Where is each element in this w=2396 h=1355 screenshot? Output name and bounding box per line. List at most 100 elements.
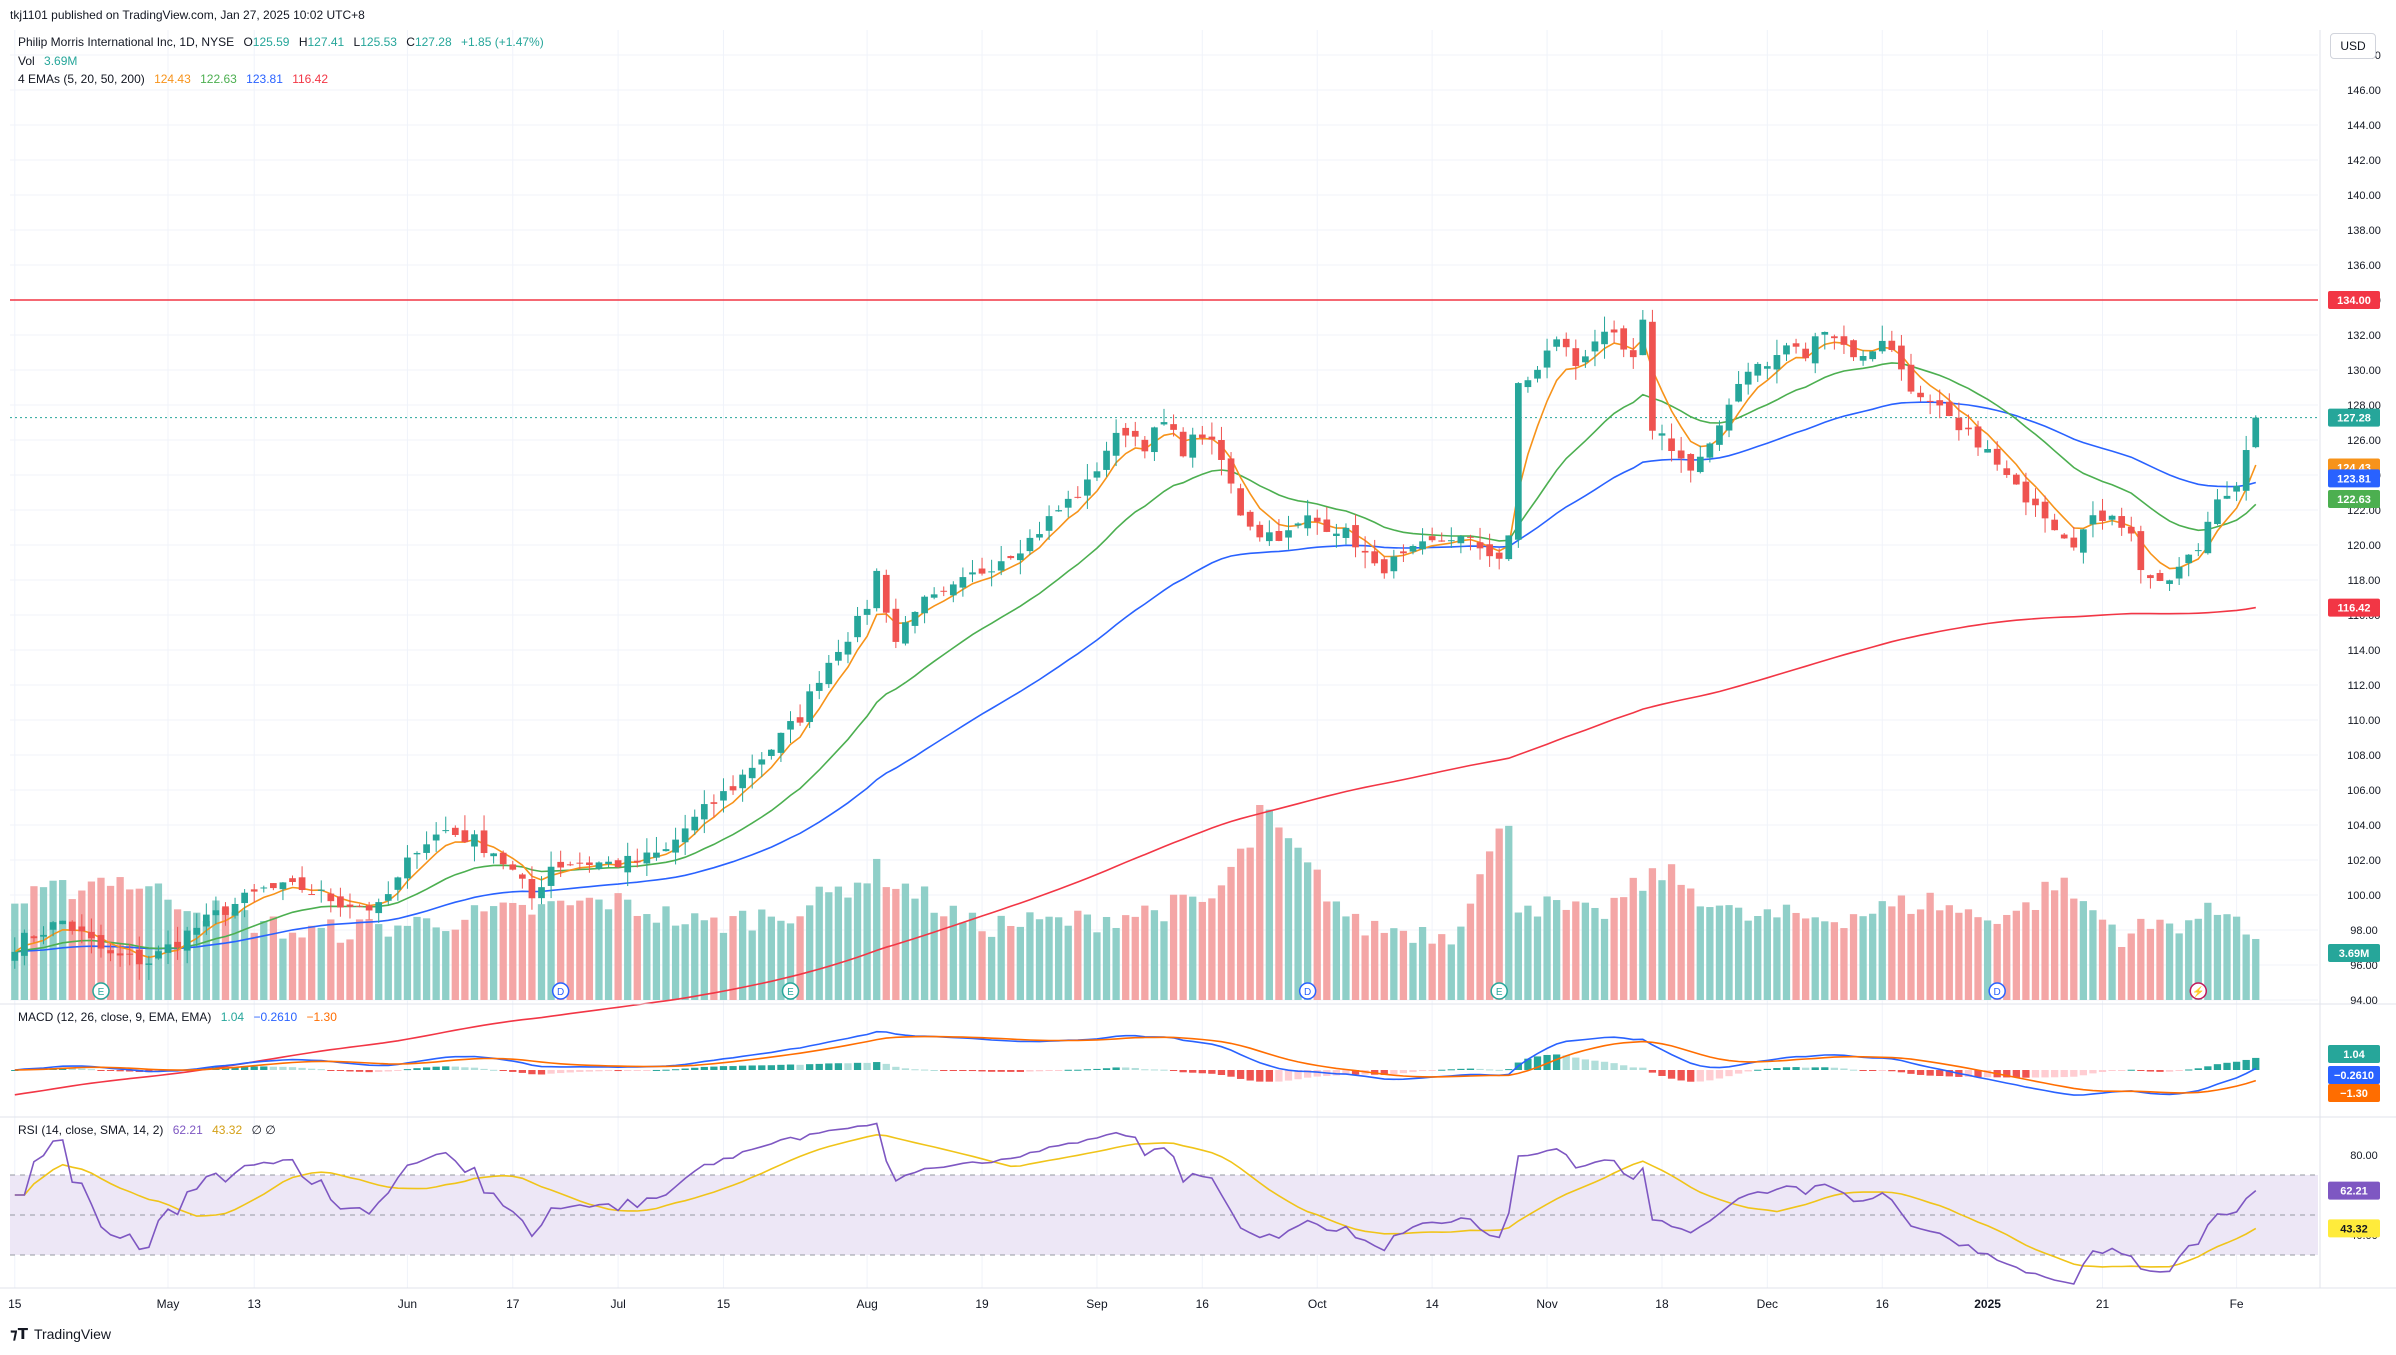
ema200-line xyxy=(14,606,2256,1096)
price-tag-bg xyxy=(2328,944,2380,962)
candle xyxy=(576,852,584,870)
candle-body xyxy=(509,864,517,870)
rsi-tick-label: 80.00 xyxy=(2350,1150,2378,1162)
candle-body xyxy=(107,950,114,954)
price-tag-ema50: 123.81 xyxy=(2328,469,2380,488)
publisher-caption: tkj1101 published on TradingView.com, Ja… xyxy=(10,8,365,22)
candle xyxy=(1773,339,1781,384)
volume-bar xyxy=(1064,925,1072,1000)
macd-hist-bar xyxy=(2022,1070,2030,1078)
candle-body xyxy=(624,855,632,873)
candle xyxy=(1131,421,1139,447)
volume-bar xyxy=(1428,943,1436,1000)
volume-bar xyxy=(1955,912,1963,1000)
price-tag-bg xyxy=(2328,489,2380,508)
macd-hist-bar xyxy=(1141,1069,1149,1071)
currency-button[interactable]: USD xyxy=(2330,33,2376,59)
candle xyxy=(202,903,210,935)
candle-body xyxy=(1208,436,1216,440)
candle xyxy=(1898,334,1905,381)
candle xyxy=(68,920,76,935)
macd-hist-bar xyxy=(537,1070,546,1075)
macd-hist-bar xyxy=(1313,1070,1321,1077)
candle xyxy=(2032,488,2039,517)
volume-bar xyxy=(2070,898,2078,1000)
macd-hist-bar xyxy=(308,1068,316,1070)
volume-bar xyxy=(691,913,699,1000)
candle xyxy=(1237,483,1244,516)
candle xyxy=(317,880,325,903)
candle xyxy=(2223,481,2231,500)
candle-body xyxy=(1486,544,1493,557)
candle-body xyxy=(700,804,708,820)
price-tick-label: 106.00 xyxy=(2347,785,2381,797)
volume-bar xyxy=(1505,825,1513,1000)
event-marker-circle xyxy=(1490,982,1508,1000)
candle-body xyxy=(519,874,526,879)
candle-body xyxy=(1802,348,1809,359)
tradingview-logo[interactable]: ⁊𝗧 TradingView xyxy=(10,1325,111,1343)
macd-hist-bar xyxy=(355,1070,364,1072)
macd-hist-bar xyxy=(1840,1068,1848,1070)
candle xyxy=(1438,532,1446,542)
candle-body xyxy=(643,852,651,864)
candle xyxy=(605,856,612,868)
macd-hist-bar xyxy=(422,1067,431,1070)
candle-body xyxy=(1955,417,1963,431)
candle-body xyxy=(930,594,938,598)
macd-hist-bar xyxy=(1112,1067,1120,1070)
candle xyxy=(1668,423,1675,462)
candle-body xyxy=(1246,511,1254,527)
macd-hist-bar xyxy=(595,1070,603,1072)
volume-bar xyxy=(1093,932,1101,1000)
volume-bar xyxy=(1725,905,1733,1000)
macd-hist-bar xyxy=(413,1068,421,1070)
macd-hist-bar xyxy=(1629,1067,1637,1070)
candle xyxy=(2137,525,2145,584)
macd-line xyxy=(14,1030,2257,1096)
volume-bar xyxy=(1964,909,1973,1000)
candle-body xyxy=(768,749,775,756)
price-tick-label: 104.00 xyxy=(2347,820,2381,832)
candle-body xyxy=(1007,556,1015,559)
volume-bar xyxy=(767,916,775,1000)
candle-body xyxy=(1036,534,1043,538)
volume-bar xyxy=(1150,910,1159,1000)
volume-bar xyxy=(480,911,488,1000)
macd-hist-bar xyxy=(231,1067,239,1070)
volume-bar xyxy=(2079,901,2088,1000)
price-tick-label: 132.00 xyxy=(2347,330,2381,342)
candle-body xyxy=(2194,550,2202,552)
volume-bar xyxy=(49,880,57,1000)
volume-bar xyxy=(1447,944,1455,1000)
candle-body xyxy=(1112,432,1120,456)
candle-body xyxy=(279,882,287,890)
candle-body xyxy=(1629,350,1637,358)
event-marker-circle xyxy=(2189,982,2208,1000)
price-tag-text: 127.28 xyxy=(2337,413,2371,425)
price-tick-label: 100.00 xyxy=(2347,890,2381,902)
candle xyxy=(2070,526,2078,551)
macd-hist-bar xyxy=(566,1070,574,1073)
candle xyxy=(11,937,19,969)
candle xyxy=(911,611,919,634)
macd-hist-bar xyxy=(959,1070,967,1071)
volume-bar xyxy=(403,925,412,1000)
volume-bar xyxy=(1074,910,1082,1000)
candle-body xyxy=(1390,556,1398,572)
volume-bar xyxy=(193,912,201,1000)
candle xyxy=(825,654,833,688)
macd-hist-bar xyxy=(1610,1063,1618,1070)
candle-body xyxy=(633,860,641,863)
candle xyxy=(2089,501,2097,538)
candle xyxy=(1380,556,1388,579)
candle xyxy=(155,945,162,960)
candle-body xyxy=(270,883,277,889)
price-tag-text: 116.42 xyxy=(2337,603,2370,615)
macd-hist-bar xyxy=(844,1063,852,1070)
volume-bar xyxy=(1696,906,1704,1000)
macd-hist-bar xyxy=(2031,1070,2040,1078)
candle-body xyxy=(777,732,785,753)
candle xyxy=(940,586,948,597)
